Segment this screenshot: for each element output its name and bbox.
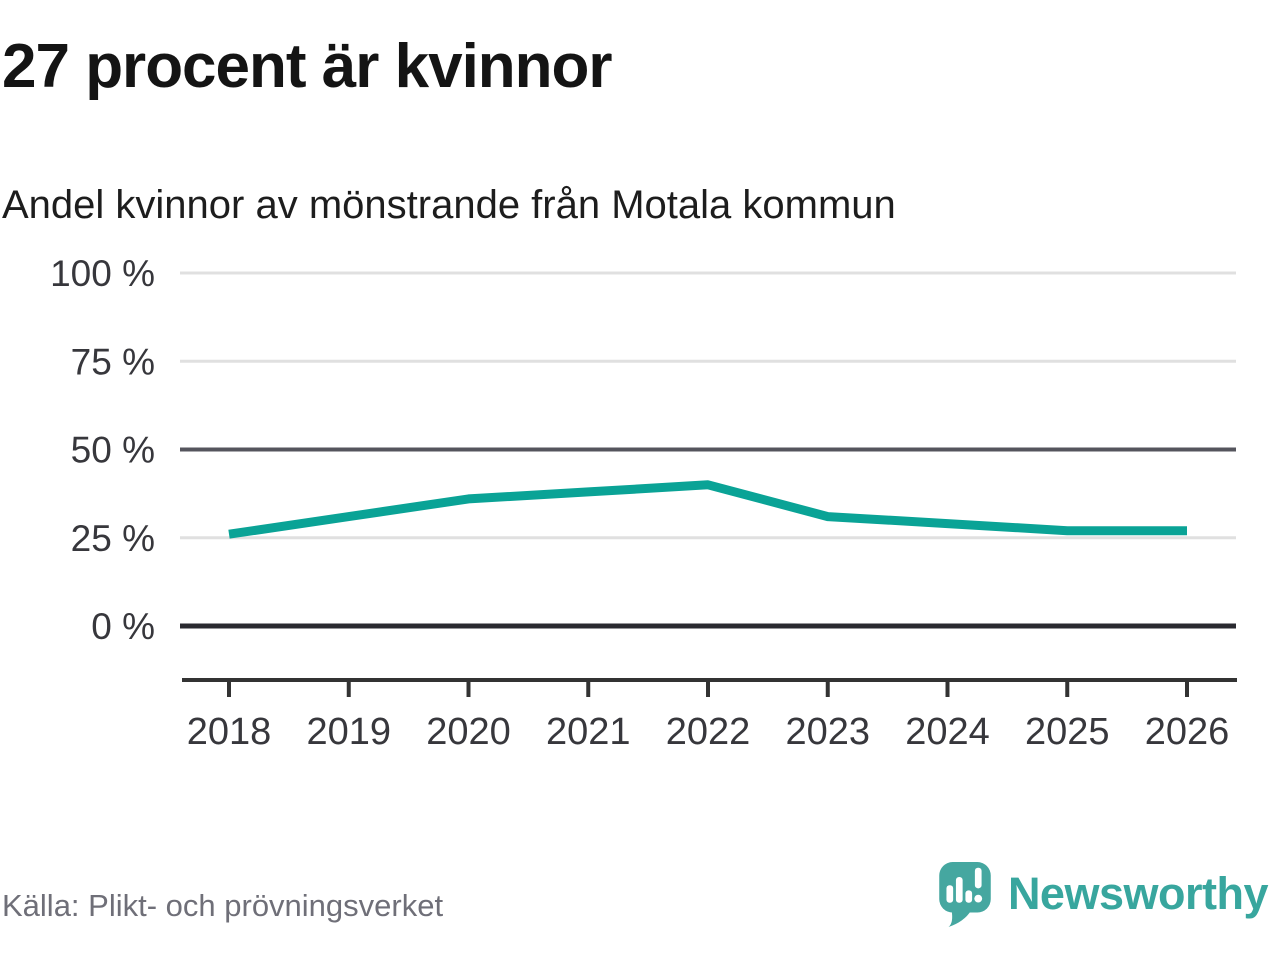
x-tick-label: 2020 bbox=[426, 711, 511, 753]
x-tick-label: 2022 bbox=[666, 711, 751, 753]
y-tick-label: 50 % bbox=[71, 430, 155, 471]
x-tick-label: 2026 bbox=[1145, 711, 1230, 753]
x-tick-label: 2024 bbox=[905, 711, 990, 753]
x-tick-label: 2018 bbox=[187, 711, 272, 753]
y-tick-label: 100 % bbox=[50, 253, 155, 294]
newsworthy-logo-icon bbox=[939, 862, 991, 927]
y-tick-label: 75 % bbox=[71, 341, 155, 382]
newsworthy-logo-text: Newsworthy bbox=[1007, 868, 1269, 919]
data-series-line bbox=[228, 480, 1187, 539]
source-note: Källa: Plikt- och prövningsverket bbox=[2, 888, 444, 923]
y-tick-label: 0 % bbox=[91, 606, 155, 647]
x-tick-label: 2023 bbox=[785, 711, 870, 753]
newsworthy-logo: Newsworthy bbox=[938, 860, 1269, 928]
x-tick-label: 2019 bbox=[306, 711, 391, 753]
chart-title: 27 procent är kvinnor bbox=[2, 32, 613, 101]
chart-subtitle: Andel kvinnor av mönstrande från Motala … bbox=[2, 183, 896, 227]
y-tick-label: 25 % bbox=[71, 518, 155, 559]
line-chart: 100 % 75 % 50 % 25 % 0 % 2018 2019 2020 2021 2022… bbox=[50, 253, 1237, 753]
x-tick-label: 2025 bbox=[1025, 711, 1110, 753]
x-tick-label: 2021 bbox=[546, 711, 631, 753]
